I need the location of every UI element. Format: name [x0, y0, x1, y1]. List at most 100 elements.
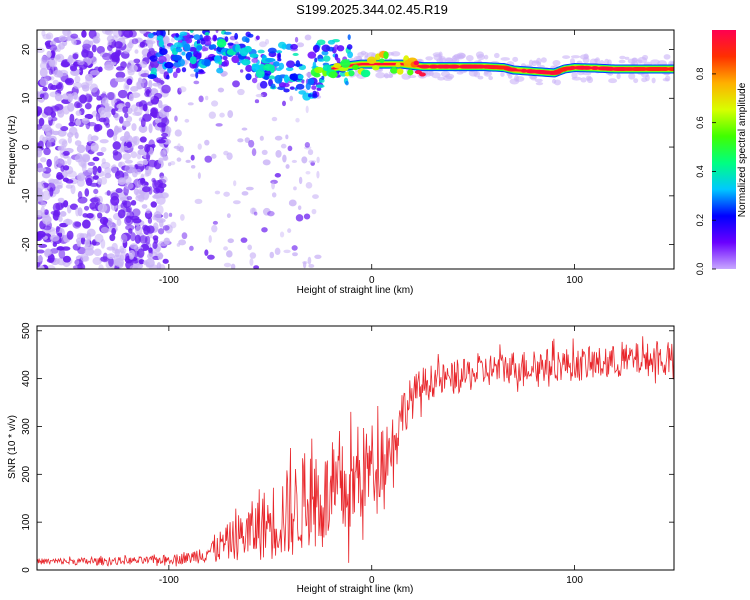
ridge-clutter-blob — [301, 79, 305, 84]
noise-blob — [258, 41, 267, 48]
noise-blob — [148, 247, 153, 253]
snr-frame — [36, 325, 675, 571]
ridge-clutter-blob — [216, 67, 224, 74]
noise-blob — [40, 201, 47, 208]
noise-blob — [147, 39, 154, 49]
noise-blob — [208, 111, 216, 119]
noise-blob — [157, 252, 164, 260]
noise-blob — [198, 95, 204, 103]
ridge-clutter-blob — [152, 77, 162, 82]
ridge-halo-blob — [477, 75, 484, 80]
ridge-knot-blob — [203, 59, 211, 67]
noise-blob — [112, 248, 122, 254]
noise-blob — [37, 47, 45, 53]
colorbar-bar — [712, 30, 736, 269]
ridge-halo-blob — [375, 72, 386, 79]
noise-blob — [101, 30, 112, 35]
noise-blob — [232, 80, 240, 88]
noise-blob — [89, 202, 96, 210]
ridge-clutter-blob — [193, 34, 201, 41]
noise-blob — [304, 34, 312, 41]
ridge-knot-blob — [214, 55, 222, 63]
ridge-halo-blob — [484, 54, 489, 60]
noise-blob — [46, 50, 52, 58]
noise-blob — [37, 167, 47, 172]
noise-blob — [149, 111, 156, 117]
noise-blob — [129, 264, 138, 269]
noise-blob — [77, 191, 83, 199]
noise-blob — [123, 49, 130, 54]
noise-blob — [82, 84, 90, 92]
noise-blob — [130, 200, 137, 206]
ridge-clutter-blob — [251, 77, 258, 84]
noise-blob — [114, 41, 123, 49]
noise-blob — [86, 213, 94, 219]
ridge-halo-blob — [456, 71, 464, 75]
noise-blob — [307, 256, 312, 265]
noise-blob — [163, 212, 169, 219]
noise-blob — [158, 157, 164, 164]
noise-blob — [156, 218, 166, 223]
noise-blob — [65, 179, 74, 184]
ridge-clutter-blob — [179, 31, 188, 36]
noise-blob — [47, 83, 54, 91]
noise-blob — [62, 165, 70, 171]
noise-blob — [90, 56, 98, 65]
noise-blob — [262, 207, 271, 216]
noise-blob — [262, 159, 271, 166]
ridge-halo-blob — [571, 76, 582, 81]
noise-blob — [87, 122, 97, 127]
noise-blob — [90, 196, 101, 204]
noise-blob — [54, 54, 61, 60]
noise-blob — [60, 202, 65, 208]
noise-blob — [93, 124, 100, 133]
ridge-knot-blob — [274, 74, 283, 84]
noise-blob — [90, 70, 100, 76]
noise-blob — [89, 83, 99, 93]
noise-blob — [96, 151, 104, 156]
noise-blob — [314, 254, 322, 259]
noise-blob — [77, 60, 85, 66]
noise-blob — [145, 258, 155, 268]
ridge-halo-blob — [515, 76, 525, 82]
figure-title: S199.2025.344.02.45.R19 — [296, 2, 448, 17]
ridge-clutter-blob — [267, 47, 277, 54]
noise-blob — [53, 209, 61, 217]
ridge-peak-blob — [590, 66, 599, 71]
noise-blob — [137, 248, 145, 258]
noise-blob — [211, 224, 218, 233]
noise-blob — [223, 191, 230, 197]
ridge-clutter-blob — [292, 52, 299, 57]
noise-blob — [115, 188, 123, 194]
noise-blob — [115, 71, 126, 79]
noise-blob — [180, 213, 185, 221]
ridge-clutter-blob — [158, 55, 167, 64]
noise-blob — [131, 136, 138, 144]
y-tick-label: 500 — [21, 322, 32, 339]
noise-blob — [101, 158, 106, 165]
ridge-knot-blob — [269, 64, 275, 74]
noise-blob — [308, 264, 315, 268]
noise-blob — [81, 117, 90, 125]
ridge-clutter-blob — [316, 87, 322, 91]
noise-blob — [163, 105, 172, 113]
ridge-halo-blob — [593, 58, 599, 63]
ridge-knot-blob — [265, 57, 276, 63]
ridge-halo-blob — [582, 72, 592, 76]
noise-blob — [288, 199, 297, 207]
noise-blob — [77, 174, 82, 181]
noise-blob — [61, 246, 71, 251]
ridge-knot-blob — [235, 44, 241, 53]
noise-blob — [74, 101, 81, 109]
ridge-clutter-blob — [286, 60, 296, 68]
noise-blob — [81, 49, 89, 58]
noise-blob — [154, 92, 163, 100]
y-tick-label: -20 — [21, 237, 32, 252]
ridge-clutter-blob — [327, 39, 336, 45]
noise-blob — [274, 173, 282, 178]
noise-blob — [150, 201, 157, 208]
noise-blob — [56, 44, 62, 53]
ridge-clutter-blob — [212, 34, 218, 42]
noise-blob — [143, 260, 148, 266]
noise-blob — [261, 149, 268, 155]
